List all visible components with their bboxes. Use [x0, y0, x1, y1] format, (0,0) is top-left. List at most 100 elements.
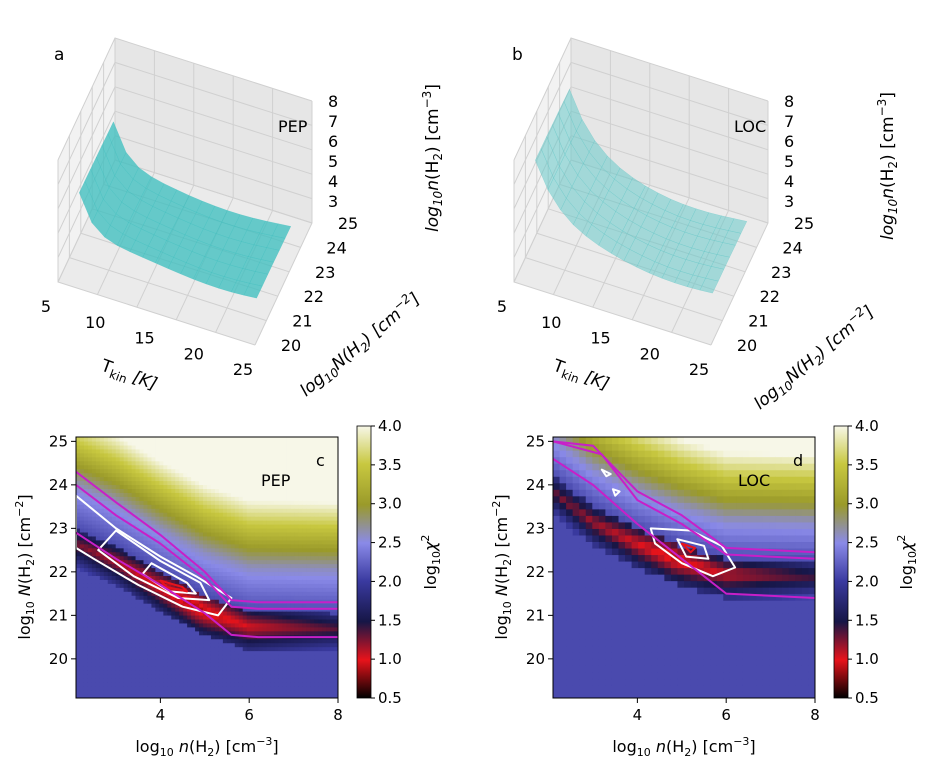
d-contour-line — [600, 468, 612, 478]
c-colorbar-tick-label: 1.0 — [378, 650, 402, 668]
c-contour-line — [76, 484, 338, 610]
panel-a-label: a — [54, 45, 64, 65]
d-colorbar-tick-label: 2.0 — [855, 572, 879, 590]
d-colorbar-tick-label: 1.5 — [855, 611, 879, 629]
d-contour-line — [553, 457, 815, 599]
panel-c-colorbar — [356, 425, 372, 699]
c-y-tick-label: 21 — [49, 606, 68, 624]
a-z-tick-label: 3 — [328, 192, 338, 211]
d-y-tick-label: 22 — [526, 563, 545, 581]
b-x-tick-label: 5 — [497, 297, 507, 316]
d-x-tick-label: 6 — [721, 706, 731, 724]
d-contour-line — [680, 542, 697, 554]
b-x-tick-label: 10 — [541, 313, 561, 332]
panel-b-x-axis-label: Tkin [K] — [549, 356, 612, 397]
c-colorbar-tick-label: 4.0 — [378, 417, 402, 435]
a-y-tick-label: 22 — [304, 287, 324, 306]
d-colorbar-tick-label: 2.5 — [855, 534, 879, 552]
c-contour-line — [159, 579, 188, 593]
b-z-tick-label: 6 — [784, 132, 794, 151]
a-y-tick-label: 23 — [315, 263, 335, 282]
c-y-tick-label: 23 — [49, 519, 68, 537]
c-x-tick-label: 6 — [244, 706, 254, 724]
d-colorbar-tick-label: 0.5 — [855, 689, 879, 707]
panel-a-z-axis-label: log10n(H2) [cm−3] — [420, 84, 445, 232]
c-colorbar-tick-label: 1.5 — [378, 611, 402, 629]
b-y-tick-label: 23 — [771, 263, 791, 282]
d-contour-line — [553, 440, 815, 560]
b-y-tick-label: 21 — [748, 312, 768, 331]
c-x-tick-label: 8 — [333, 706, 343, 724]
panel-b-z-axis-label: log10n(H2) [cm−3] — [875, 92, 900, 240]
a-z-tick-label: 4 — [328, 172, 338, 191]
c-y-tick-label: 22 — [49, 563, 68, 581]
d-colorbar-tick-label: 3.0 — [855, 495, 879, 513]
a-x-tick-label: 5 — [41, 297, 51, 316]
a-z-tick-label: 8 — [328, 92, 338, 111]
d-contour-line — [676, 538, 710, 560]
b-x-tick-label: 15 — [590, 329, 610, 348]
panel-a-x-axis-label: Tkin [K] — [97, 356, 160, 397]
a-y-tick-label: 25 — [338, 214, 358, 233]
panel-d-label: d — [793, 451, 803, 470]
a-x-tick-label: 15 — [134, 329, 154, 348]
b-z-tick-label: 8 — [784, 92, 794, 111]
d-colorbar-tick-label: 3.5 — [855, 456, 879, 474]
d-contour-line — [553, 440, 815, 554]
panel-b-label: b — [512, 45, 523, 65]
c-contour-line — [97, 529, 211, 602]
panel-b-annotation: LOC — [734, 117, 766, 136]
c-contour-line — [141, 562, 197, 595]
b-y-tick-label: 25 — [794, 214, 814, 233]
panel-c-heatmap: 4 6 8 20 21 22 23 24 25 c PEP log10 n(H2) [cm−3]… — [13, 417, 443, 759]
d-x-tick-label: 4 — [633, 706, 643, 724]
c-colorbar-tick-label: 2.0 — [378, 572, 402, 590]
a-y-tick-label: 20 — [281, 336, 301, 355]
panel-d-heatmap: 4 6 8 20 21 22 23 24 25 d LOC log10 n(H2) [cm−3]… — [490, 417, 919, 759]
b-z-tick-label: 3 — [784, 192, 794, 211]
d-y-tick-label: 24 — [526, 476, 545, 494]
c-colorbar-tick-label: 3.0 — [378, 495, 402, 513]
c-contour-line — [76, 494, 233, 617]
b-x-tick-label: 20 — [640, 344, 660, 363]
d-y-tick-label: 25 — [526, 432, 545, 450]
c-x-tick-label: 4 — [156, 706, 166, 724]
d-colorbar-tick-label: 1.0 — [855, 650, 879, 668]
d-y-tick-label: 21 — [526, 606, 545, 624]
a-z-tick-label: 7 — [328, 112, 338, 131]
d-y-tick-label: 20 — [526, 650, 545, 668]
c-y-tick-label: 25 — [49, 432, 68, 450]
c-contour-line — [76, 531, 338, 639]
c-contour-line — [76, 471, 338, 604]
a-x-tick-label: 25 — [233, 360, 253, 379]
panel-a-annotation: PEP — [278, 117, 308, 136]
c-y-tick-label: 24 — [49, 476, 68, 494]
panel-c-y-axis-label: log10 N(H2) [cm−2] — [13, 494, 37, 639]
panel-d-annotation: LOC — [738, 471, 770, 490]
d-x-tick-label: 8 — [810, 706, 820, 724]
b-x-tick-label: 25 — [689, 360, 709, 379]
b-y-tick-label: 22 — [760, 287, 780, 306]
panel-c-label: c — [316, 451, 325, 470]
panel-c-x-axis-label: log10 n(H2) [cm−3] — [135, 735, 278, 759]
b-y-tick-label: 24 — [782, 238, 802, 257]
d-colorbar-tick-label: 4.0 — [855, 417, 879, 435]
b-z-tick-label: 4 — [784, 172, 794, 191]
panel-d-y-axis-label: log10 N(H2) [cm−2] — [490, 494, 514, 639]
a-x-tick-label: 20 — [184, 344, 204, 363]
panel-c-colorbar-label: log10χ2 — [419, 535, 443, 590]
b-z-tick-label: 5 — [784, 152, 794, 171]
a-y-tick-label: 21 — [292, 312, 312, 331]
a-y-tick-label: 24 — [326, 238, 346, 257]
a-z-tick-label: 5 — [328, 152, 338, 171]
c-colorbar-tick-label: 2.5 — [378, 534, 402, 552]
a-z-tick-label: 6 — [328, 132, 338, 151]
a-x-tick-label: 10 — [85, 313, 105, 332]
d-y-tick-label: 23 — [526, 519, 545, 537]
panel-d-x-axis-label: log10 n(H2) [cm−3] — [612, 735, 755, 759]
d-contour-line — [611, 488, 621, 497]
b-z-tick-label: 7 — [784, 112, 794, 131]
c-y-tick-label: 20 — [49, 650, 68, 668]
